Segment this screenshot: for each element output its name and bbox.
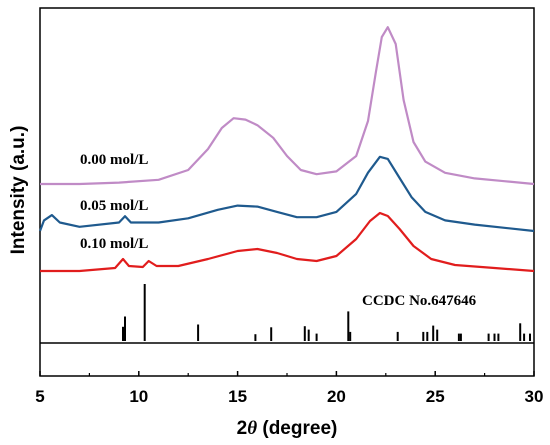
x-axis-title: 2θ (degree)	[237, 418, 338, 439]
x-tick-label-5: 5	[35, 387, 44, 406]
series-label-0-10: 0.10 mol/L	[80, 236, 148, 252]
plot-area	[39, 7, 535, 377]
plot-frame	[39, 7, 535, 377]
reference-label: CCDC No.647646	[362, 293, 477, 309]
x-axis-title-theta: θ	[247, 418, 257, 439]
x-axis-title-prefix: 2	[237, 418, 248, 439]
series-line-0	[40, 26, 535, 186]
y-axis-title: Intensity (a.u.)	[8, 126, 29, 255]
series-group	[38, 26, 535, 273]
x-tick-label-15: 15	[228, 387, 247, 406]
x-axis-title-unit: (degree)	[257, 418, 337, 439]
x-tick-label-30: 30	[525, 387, 544, 406]
reference-sticks	[122, 284, 531, 341]
series-label-0-00: 0.00 mol/L	[80, 152, 148, 168]
x-tick-label-20: 20	[327, 387, 346, 406]
series-line-1	[38, 155, 535, 233]
x-tick-label-10: 10	[129, 387, 148, 406]
x-axis-ticks: 5 10 15 20 25 30	[35, 371, 543, 406]
series-label-0-05: 0.05 mol/L	[80, 198, 148, 214]
x-tick-label-25: 25	[426, 387, 445, 406]
series-line-2	[40, 211, 535, 273]
